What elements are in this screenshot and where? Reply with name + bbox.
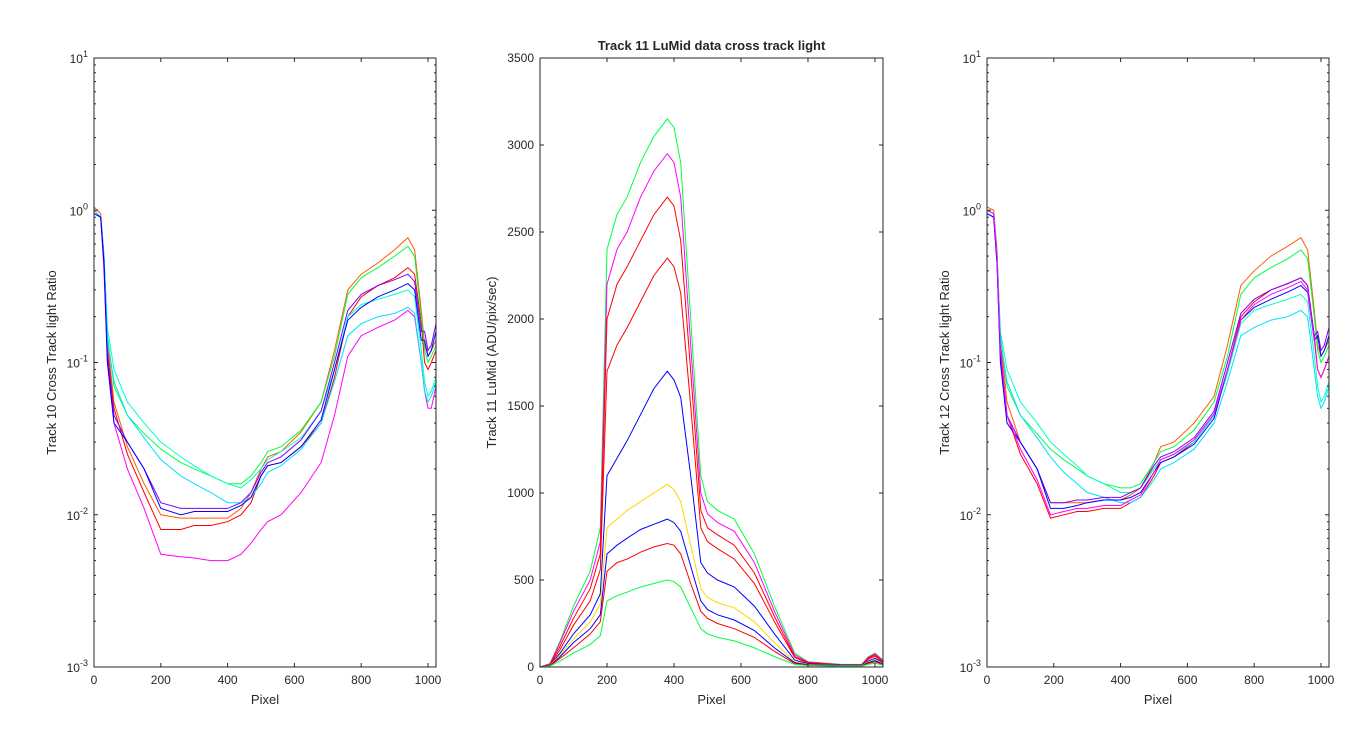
series-line-7 [94, 213, 436, 516]
y-tick-label: 10-2 [960, 506, 981, 523]
y-tick-label: 101 [963, 49, 981, 66]
series-line-4 [540, 370, 883, 667]
y-tick-exponent: -2 [80, 506, 88, 516]
x-tick-label: 600 [731, 673, 751, 687]
y-tick-base: 10 [70, 204, 84, 218]
x-tick-label: 0 [91, 673, 98, 687]
x-tick-label: 400 [664, 673, 684, 687]
x-tick-label: 1000 [1308, 673, 1335, 687]
y-tick-label: 3000 [507, 138, 534, 152]
y-tick-label: 100 [963, 201, 981, 218]
y-tick-exponent: 0 [83, 201, 88, 211]
plot-frame [986, 57, 1330, 668]
plot-frame [93, 57, 437, 668]
series-line-5 [987, 213, 1329, 504]
y-tick-base: 10 [67, 357, 81, 371]
x-tick-label: 400 [1111, 673, 1131, 687]
series-line-7 [987, 209, 1329, 516]
y-tick-exponent: -1 [80, 354, 88, 364]
y-tick-label: 0 [527, 660, 534, 674]
series-group [987, 206, 1329, 519]
series-line-4 [987, 209, 1329, 504]
y-tick-exponent: -1 [973, 354, 981, 364]
y-tick-label: 1500 [507, 399, 534, 413]
y-tick-base: 10 [70, 52, 84, 66]
y-axis-label: Track 11 LuMid (ADU/pix/sec) [484, 277, 499, 449]
series-group [540, 118, 883, 667]
x-tick-label: 1000 [862, 673, 889, 687]
y-tick-label: 10-1 [67, 354, 88, 371]
y-tick-label: 100 [70, 201, 88, 218]
x-tick-label: 800 [798, 673, 818, 687]
x-tick-label: 800 [1244, 673, 1264, 687]
x-axis-label: Pixel [251, 692, 279, 707]
y-tick-base: 10 [67, 661, 81, 675]
x-tick-label: 800 [351, 673, 371, 687]
y-tick-exponent: 1 [83, 49, 88, 59]
x-tick-label: 400 [218, 673, 238, 687]
y-tick-exponent: -3 [80, 658, 88, 668]
plot-frame [539, 57, 884, 668]
series-line-6 [987, 213, 1329, 509]
series-line-1 [540, 152, 883, 667]
series-line-2 [94, 206, 436, 519]
y-tick-label: 101 [70, 49, 88, 66]
y-tick-base: 10 [67, 509, 81, 523]
series-group [94, 206, 436, 562]
y-tick-base: 10 [963, 204, 977, 218]
series-line-5 [94, 209, 436, 504]
x-axis-label: Pixel [697, 692, 725, 707]
series-line-7 [540, 542, 883, 667]
y-tick-label: 2500 [507, 225, 534, 239]
x-tick-label: 0 [984, 673, 991, 687]
y-tick-label: 2000 [507, 312, 534, 326]
y-tick-label: 1000 [507, 486, 534, 500]
series-line-1 [987, 206, 1329, 504]
series-line-8 [540, 579, 883, 667]
y-tick-label: 3500 [507, 51, 534, 65]
y-tick-base: 10 [960, 509, 974, 523]
x-tick-label: 600 [284, 673, 304, 687]
series-line-3 [540, 257, 883, 667]
y-tick-label: 10-3 [67, 658, 88, 675]
y-axis-label: Track 12 Cross Track light Ratio [937, 270, 952, 454]
y-tick-label: 500 [514, 573, 534, 587]
x-tick-label: 1000 [415, 673, 442, 687]
panel-track-10: 0 200 400 600 800 100010-310-210-1100101Pixel… [44, 49, 442, 707]
x-tick-label: 200 [1044, 673, 1064, 687]
chart-title: Track 11 LuMid data cross track light [598, 38, 826, 53]
panel-track-11: 0 200 400 600 800 1000 0 500 1000 1500 2000 2500 300… [484, 38, 889, 707]
y-tick-exponent: 1 [976, 49, 981, 59]
y-tick-exponent: -2 [973, 506, 981, 516]
y-tick-base: 10 [960, 661, 974, 675]
series-line-3 [94, 209, 436, 485]
y-axis-label: Track 10 Cross Track light Ratio [44, 270, 59, 454]
y-tick-exponent: -3 [973, 658, 981, 668]
y-tick-base: 10 [960, 357, 974, 371]
x-tick-label: 600 [1177, 673, 1197, 687]
x-axis-label: Pixel [1144, 692, 1172, 707]
series-line-3 [987, 209, 1329, 493]
x-tick-label: 0 [537, 673, 544, 687]
y-tick-base: 10 [963, 52, 977, 66]
x-tick-label: 200 [151, 673, 171, 687]
y-tick-exponent: 0 [976, 201, 981, 211]
x-tick-label: 200 [597, 673, 617, 687]
panel-track-12: 0 200 400 600 800 100010-310-210-1100101Pixel… [937, 49, 1335, 707]
series-line-6 [540, 518, 883, 667]
y-tick-label: 10-1 [960, 354, 981, 371]
y-tick-label: 10-2 [67, 506, 88, 523]
series-line-4 [94, 209, 436, 489]
y-tick-label: 10-3 [960, 658, 981, 675]
